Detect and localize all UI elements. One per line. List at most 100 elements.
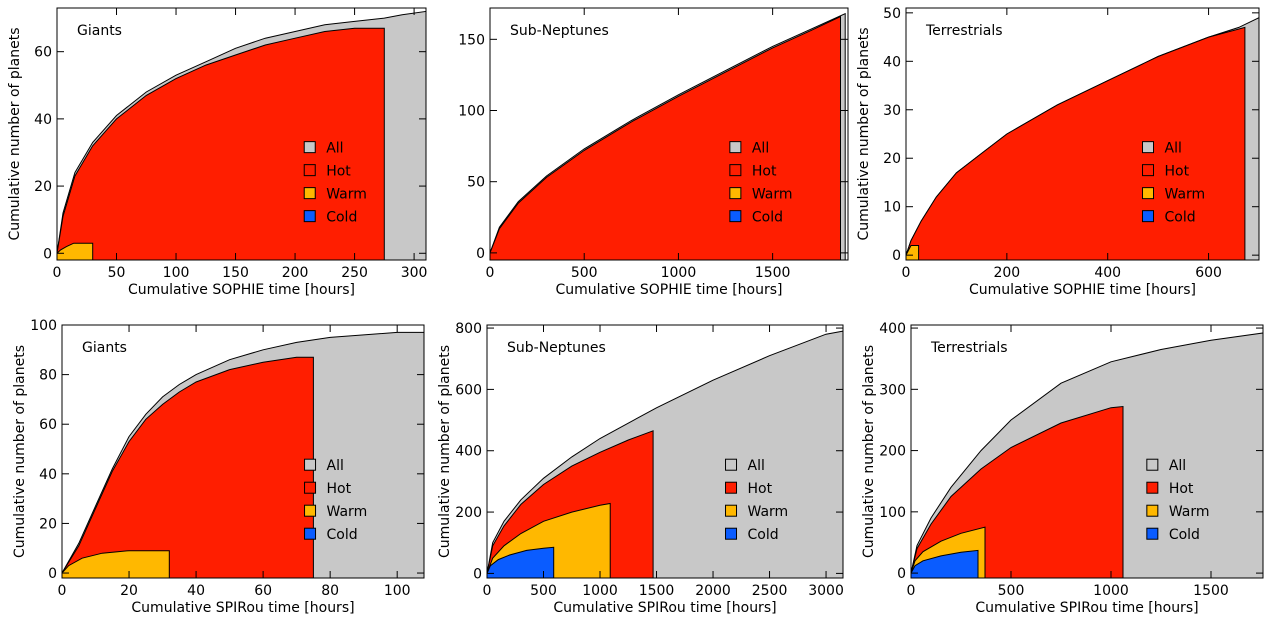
panel-title: Sub-Neptunes bbox=[507, 340, 606, 356]
x-tick-label: 1500 bbox=[1193, 583, 1229, 599]
area-hot-0 bbox=[56, 27, 385, 261]
chart-panel-sophie-terrestrials: 0 200 400 600 0 10 20 30 40 50 Cumulative SOPHIE t… bbox=[856, 6, 1260, 298]
x-tick-label: 0 bbox=[907, 583, 916, 599]
y-tick-label: 0 bbox=[897, 566, 906, 582]
area-warm-3 bbox=[61, 550, 170, 579]
legend-label-all: All bbox=[752, 141, 769, 157]
legend-label-all: All bbox=[1169, 458, 1186, 474]
legend-label-all: All bbox=[326, 141, 343, 157]
y-tick-label: 20 bbox=[39, 516, 57, 532]
legend-swatch-cold bbox=[1146, 527, 1159, 540]
plot-frame bbox=[910, 324, 1264, 579]
legend-label-all: All bbox=[1165, 141, 1182, 157]
y-tick-label: 300 bbox=[879, 382, 906, 398]
area-hot-2 bbox=[905, 26, 1246, 261]
legend-label-hot: Hot bbox=[327, 481, 352, 497]
x-tick-label: 0 bbox=[486, 265, 495, 281]
y-axis-label: Cumulative number of planets bbox=[861, 345, 877, 558]
x-tick-label: 50 bbox=[108, 265, 126, 281]
y-tick-label: 400 bbox=[879, 321, 906, 337]
area-cold-5 bbox=[910, 549, 979, 579]
legend-swatch-hot bbox=[304, 481, 317, 494]
panel-title: Terrestrials bbox=[925, 23, 1003, 39]
y-axis-label: Cumulative number of planets bbox=[856, 27, 872, 240]
legend-swatch-warm bbox=[304, 504, 317, 517]
area-hot-3 bbox=[61, 356, 314, 579]
y-tick-label: 200 bbox=[455, 505, 482, 521]
chart-panel-sophie-sub-neptunes: 0 500 1000 1500 0 50 100 150 Cumulative SOPHIE t… bbox=[458, 7, 849, 298]
area-warm-2 bbox=[905, 245, 920, 261]
x-tick-label: 1500 bbox=[639, 583, 675, 599]
legend-swatch-all bbox=[1142, 141, 1155, 154]
legend-swatch-cold bbox=[1142, 210, 1155, 223]
y-tick-label: 100 bbox=[458, 104, 485, 120]
y-tick-label: 400 bbox=[455, 444, 482, 460]
y-tick-label: 0 bbox=[892, 248, 901, 264]
legend-label-warm: Warm bbox=[752, 187, 793, 203]
panel-title: Sub-Neptunes bbox=[510, 23, 609, 39]
legend-swatch-cold bbox=[304, 527, 317, 540]
x-tick-label: 2000 bbox=[695, 583, 731, 599]
legend-swatch-hot bbox=[725, 481, 738, 494]
chart-panel-spirou-giants: 0 20 40 60 80 100 0 20 40 60 80 100 Cumulative SPIRo… bbox=[12, 318, 425, 616]
x-tick-label: 150 bbox=[222, 265, 249, 281]
legend-swatch-hot bbox=[1142, 164, 1155, 177]
legend-swatch-hot bbox=[303, 164, 316, 177]
x-tick-label: 100 bbox=[163, 265, 190, 281]
y-tick-label: 80 bbox=[39, 368, 57, 384]
chart-panel-spirou-sub-neptunes: 0 500 1000 1500 2000 2500 30000200400600800Cum… bbox=[437, 321, 844, 616]
legend-swatch-cold bbox=[303, 210, 316, 223]
x-tick-label: 200 bbox=[993, 265, 1020, 281]
y-tick-label: 50 bbox=[467, 175, 485, 191]
legend-swatch-cold bbox=[725, 527, 738, 540]
y-tick-label: 0 bbox=[43, 246, 52, 262]
x-tick-label: 500 bbox=[571, 265, 598, 281]
area-hot-1 bbox=[489, 15, 841, 261]
legend-swatch-warm bbox=[725, 504, 738, 517]
panel-title: Giants bbox=[82, 340, 127, 356]
legend-swatch-hot bbox=[729, 164, 742, 177]
legend-label-cold: Cold bbox=[752, 210, 783, 226]
legend-swatch-all bbox=[729, 141, 742, 154]
legend-swatch-warm bbox=[729, 187, 742, 200]
x-tick-label: 250 bbox=[341, 265, 368, 281]
y-tick-label: 150 bbox=[458, 32, 485, 48]
y-tick-label: 200 bbox=[879, 444, 906, 460]
x-tick-label: 500 bbox=[998, 583, 1025, 599]
plot-frame bbox=[61, 324, 425, 579]
panel-title: Giants bbox=[77, 23, 122, 39]
x-tick-label: 1500 bbox=[755, 265, 791, 281]
x-tick-label: 100 bbox=[384, 583, 411, 599]
x-tick-label: 0 bbox=[53, 265, 62, 281]
y-tick-label: 800 bbox=[455, 321, 482, 337]
x-axis-label: Cumulative SOPHIE time [hours] bbox=[969, 282, 1196, 298]
area-warm-0 bbox=[56, 242, 94, 261]
x-tick-label: 0 bbox=[483, 583, 492, 599]
x-tick-label: 60 bbox=[254, 583, 272, 599]
x-axis-label: Cumulative SPIRou time [hours] bbox=[131, 600, 354, 616]
legend-swatch-all bbox=[725, 458, 738, 471]
legend-label-warm: Warm bbox=[748, 504, 789, 520]
legend-label-all: All bbox=[748, 458, 765, 474]
y-tick-label: 60 bbox=[34, 45, 52, 61]
legend-swatch-all bbox=[1146, 458, 1159, 471]
legend-label-warm: Warm bbox=[326, 187, 367, 203]
x-tick-label: 0 bbox=[902, 265, 911, 281]
x-tick-label: 200 bbox=[282, 265, 309, 281]
x-axis-label: Cumulative SPIRou time [hours] bbox=[975, 600, 1198, 616]
legend-swatch-warm bbox=[1142, 187, 1155, 200]
x-tick-label: 20 bbox=[120, 583, 138, 599]
y-tick-label: 600 bbox=[455, 382, 482, 398]
y-tick-label: 100 bbox=[30, 318, 57, 334]
y-tick-label: 0 bbox=[473, 566, 482, 582]
x-tick-label: 1000 bbox=[1093, 583, 1129, 599]
plot-frame bbox=[486, 324, 844, 579]
y-axis-label: Cumulative number of planets bbox=[437, 345, 453, 558]
legend-label-hot: Hot bbox=[1169, 481, 1194, 497]
x-tick-label: 300 bbox=[401, 265, 428, 281]
legend-label-cold: Cold bbox=[326, 210, 357, 226]
y-tick-label: 60 bbox=[39, 417, 57, 433]
area-cold-4 bbox=[486, 546, 555, 579]
y-tick-label: 20 bbox=[883, 151, 901, 167]
